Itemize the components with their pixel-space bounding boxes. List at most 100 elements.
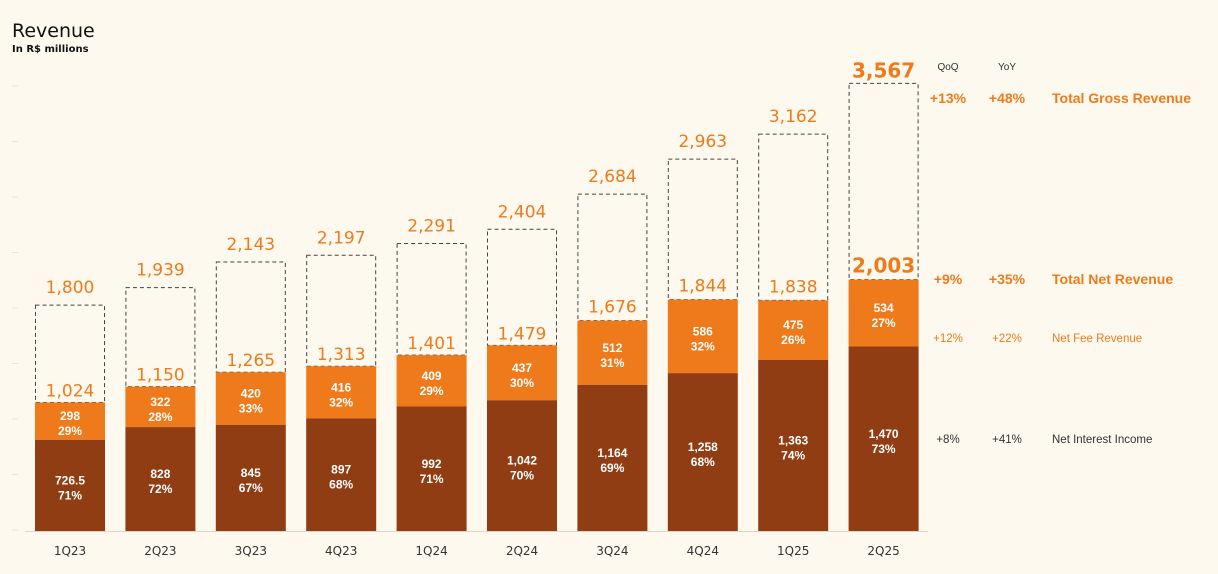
nii-pct-label: 72% [148,482,172,496]
net-fee-revenue-bar [667,299,738,374]
yoy-value: +48% [988,90,1026,106]
yoy-value: +22% [992,333,1022,345]
gross-revenue-total-label: 2,197 [317,228,366,248]
yoy-header: YoY [998,62,1016,73]
net-interest-income-bar [667,373,738,531]
net-interest-income-bar [125,427,196,531]
chart-subtitle: In R$ millions [12,44,89,55]
net-interest-income-bar [758,359,829,531]
nii-pct-label: 71% [58,488,82,502]
fee-pct-label: 30% [510,376,534,390]
gross-revenue-outline [758,133,829,301]
fee-value-label: 416 [331,380,351,394]
net-fee-revenue-bar [848,279,919,347]
fee-pct-label: 33% [239,402,263,416]
net-interest-income-bar [396,406,467,531]
fee-value-label: 420 [241,387,261,401]
yoy-value: +35% [988,271,1026,287]
growth-row-label: Total Net Revenue [1052,271,1174,287]
fee-pct-label: 27% [872,316,896,330]
nii-value-label: 828 [150,467,170,481]
net-revenue-total-label: 1,844 [678,277,727,297]
gross-revenue-total-label: 1,800 [46,278,95,298]
gross-revenue-total-label: 2,684 [588,167,637,187]
fee-value-label: 298 [60,409,80,423]
nii-pct-label: 68% [691,455,715,469]
fee-value-label: 586 [693,324,713,338]
x-axis-tick-label: 1Q23 [54,544,86,558]
net-interest-income-bar [35,439,105,531]
fee-pct-label: 28% [148,410,172,424]
fee-value-label: 437 [512,361,532,375]
qoq-value: +8% [936,434,960,446]
gross-revenue-outline [306,254,377,367]
chart-title: Revenue [12,20,95,42]
nii-value-label: 1,042 [507,454,537,468]
x-axis-tick-label: 2Q24 [506,544,538,558]
gross-revenue-total-label: 3,162 [769,107,818,127]
fee-pct-label: 32% [329,395,353,409]
qoq-value: +12% [933,333,963,345]
nii-pct-label: 68% [329,478,353,492]
net-revenue-total-label: 1,401 [407,334,456,354]
nii-value-label: 1,470 [869,427,899,441]
x-axis-tick-label: 3Q24 [596,544,628,558]
gross-revenue-outline [848,82,919,281]
nii-value-label: 897 [331,463,351,477]
gross-revenue-total-label: 2,404 [498,202,547,222]
net-interest-income-bar [487,400,557,531]
gross-revenue-total-label: 2,143 [226,235,275,255]
nii-pct-label: 73% [872,442,896,456]
net-fee-revenue-bar [396,355,467,407]
net-interest-income-bar [215,424,286,531]
qoq-header: QoQ [937,62,959,73]
fee-pct-label: 29% [420,384,444,398]
net-revenue-total-label: 2,003 [852,254,915,278]
fee-value-label: 475 [783,318,803,332]
x-axis-tick-label: 4Q24 [687,544,719,558]
x-axis-tick-label: 4Q23 [325,544,357,558]
gross-revenue-total-label: 1,939 [136,261,185,281]
net-revenue-total-label: 1,676 [588,298,637,318]
fee-value-label: 512 [602,341,622,355]
net-revenue-total-label: 1,150 [136,366,185,386]
qoq-value: +9% [933,271,963,287]
gross-revenue-total-label: 3,567 [852,58,915,82]
fee-pct-label: 26% [781,333,805,347]
nii-value-label: 992 [422,457,442,471]
net-fee-revenue-bar [215,372,286,425]
fee-pct-label: 32% [691,339,715,353]
net-interest-income-bar [848,346,919,531]
fee-value-label: 534 [874,301,894,315]
x-axis-tick-label: 1Q24 [415,544,447,558]
yoy-value: +41% [992,434,1022,446]
net-interest-income-bar [306,418,377,531]
gross-revenue-total-label: 2,291 [407,216,456,236]
nii-value-label: 1,258 [688,440,718,454]
net-revenue-total-label: 1,024 [46,381,95,401]
net-revenue-total-label: 1,838 [769,277,818,297]
net-fee-revenue-bar [35,402,105,440]
nii-value-label: 1,164 [597,446,627,460]
x-axis-tick-label: 1Q25 [777,544,809,558]
fee-pct-label: 31% [600,356,624,370]
net-interest-income-bar [577,384,648,531]
fee-pct-label: 29% [58,424,82,438]
fee-value-label: 409 [422,369,442,383]
x-axis-tick-label: 2Q25 [867,544,899,558]
qoq-value: +13% [929,90,967,106]
net-revenue-total-label: 1,313 [317,345,366,365]
nii-pct-label: 67% [239,481,263,495]
fee-value-label: 322 [150,395,170,409]
nii-pct-label: 70% [510,469,534,483]
nii-value-label: 1,363 [778,433,808,447]
net-revenue-total-label: 1,265 [226,351,275,371]
net-fee-revenue-bar [125,386,196,428]
nii-value-label: 845 [241,466,261,480]
gross-revenue-total-label: 2,963 [678,132,727,152]
net-fee-revenue-bar [577,320,648,385]
net-fee-revenue-bar [306,366,377,419]
nii-pct-label: 71% [420,472,444,486]
growth-row-label: Total Gross Revenue [1052,90,1192,106]
